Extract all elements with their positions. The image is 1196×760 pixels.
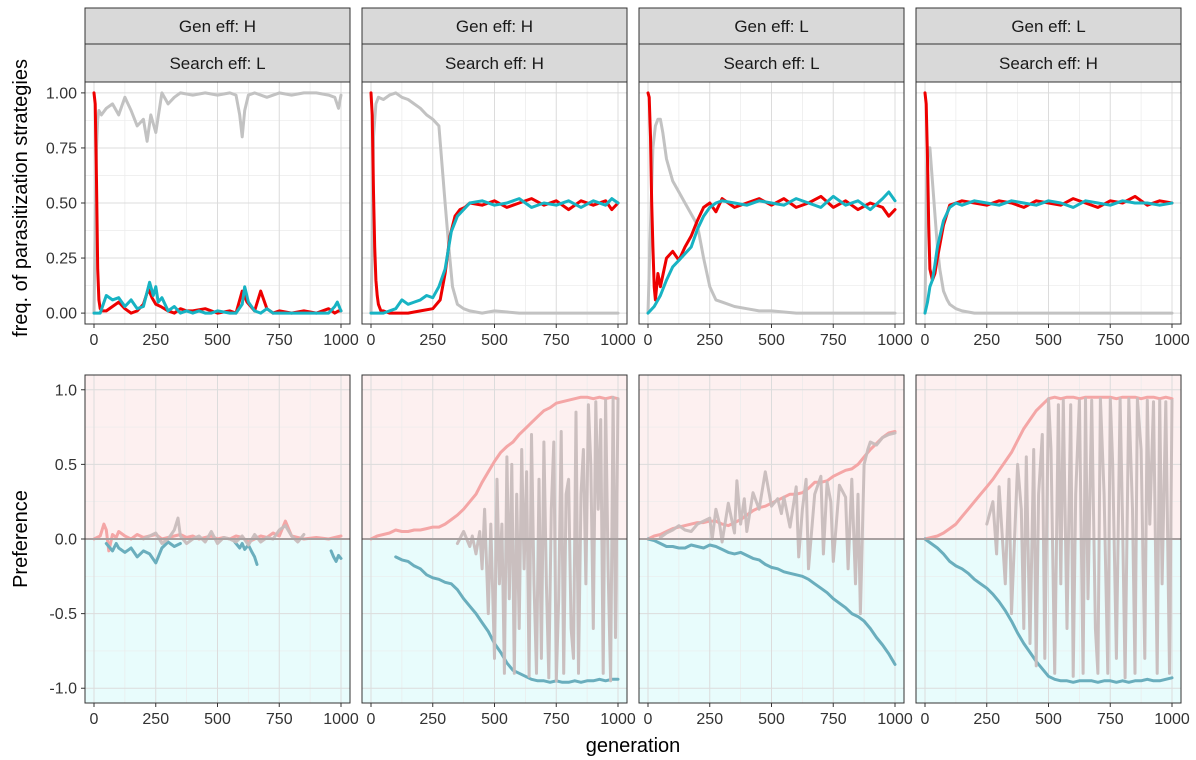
y-tick-label: 0.5 <box>55 457 77 474</box>
x-tick-label: 1000 <box>877 711 913 728</box>
y-tick-label: -0.5 <box>49 606 77 623</box>
x-axis-title: generation <box>586 735 681 757</box>
x-tick-label: 250 <box>973 711 1000 728</box>
x-tick-label: 500 <box>1035 711 1062 728</box>
x-tick-label: 0 <box>644 332 653 349</box>
x-tick-label: 1000 <box>323 711 359 728</box>
x-tick-label: 750 <box>543 332 570 349</box>
x-tick-label: 250 <box>142 332 169 349</box>
y-tick-label: 0.0 <box>55 532 77 549</box>
x-tick-label: 0 <box>367 711 376 728</box>
y-tick-label: 0.00 <box>46 306 77 323</box>
x-tick-label: 0 <box>921 711 930 728</box>
x-tick-label: 1000 <box>877 332 913 349</box>
x-tick-label: 250 <box>419 332 446 349</box>
facet-strip-search-label: Search eff: L <box>169 54 265 73</box>
x-tick-label: 750 <box>820 711 847 728</box>
x-tick-label: 0 <box>921 332 930 349</box>
y-tick-label: 0.75 <box>46 140 77 157</box>
y-axis-title-frequency: freq. of parasitization strategies <box>10 59 32 337</box>
facet-strip-gen-label: Gen eff: H <box>456 17 533 36</box>
x-tick-label: 250 <box>696 711 723 728</box>
x-tick-label: 750 <box>543 711 570 728</box>
facet-strip-search-label: Search eff: L <box>723 54 819 73</box>
y-axis-title-preference: Preference <box>10 490 32 588</box>
x-tick-label: 1000 <box>600 332 636 349</box>
y-tick-label: 0.50 <box>46 196 77 213</box>
x-tick-label: 750 <box>266 711 293 728</box>
x-tick-label: 500 <box>1035 332 1062 349</box>
x-tick-label: 0 <box>90 711 99 728</box>
x-tick-label: 750 <box>266 332 293 349</box>
x-tick-label: 0 <box>367 332 376 349</box>
facet-strip-search-label: Search eff: H <box>999 54 1098 73</box>
facet-strip-gen-label: Gen eff: L <box>1011 17 1085 36</box>
x-tick-label: 1000 <box>1154 332 1190 349</box>
y-tick-label: -1.0 <box>49 681 77 698</box>
x-tick-label: 500 <box>758 711 785 728</box>
x-tick-label: 500 <box>204 332 231 349</box>
x-tick-label: 0 <box>90 332 99 349</box>
x-tick-label: 1000 <box>1154 711 1190 728</box>
x-tick-label: 250 <box>419 711 446 728</box>
x-tick-label: 500 <box>204 711 231 728</box>
x-tick-label: 500 <box>758 332 785 349</box>
x-tick-label: 500 <box>481 332 508 349</box>
facet-strip-gen-label: Gen eff: H <box>179 17 256 36</box>
x-tick-label: 750 <box>820 332 847 349</box>
x-tick-label: 750 <box>1097 332 1124 349</box>
x-tick-label: 750 <box>1097 711 1124 728</box>
facet-strip-gen-label: Gen eff: L <box>734 17 808 36</box>
y-tick-label: 1.00 <box>46 85 77 102</box>
x-tick-label: 250 <box>973 332 1000 349</box>
x-tick-label: 1000 <box>600 711 636 728</box>
y-tick-label: 0.25 <box>46 251 77 268</box>
x-tick-label: 500 <box>481 711 508 728</box>
x-tick-label: 0 <box>644 711 653 728</box>
x-tick-label: 250 <box>142 711 169 728</box>
x-tick-label: 1000 <box>323 332 359 349</box>
facet-strip-search-label: Search eff: H <box>445 54 544 73</box>
y-tick-label: 1.0 <box>55 382 77 399</box>
x-tick-label: 250 <box>696 332 723 349</box>
